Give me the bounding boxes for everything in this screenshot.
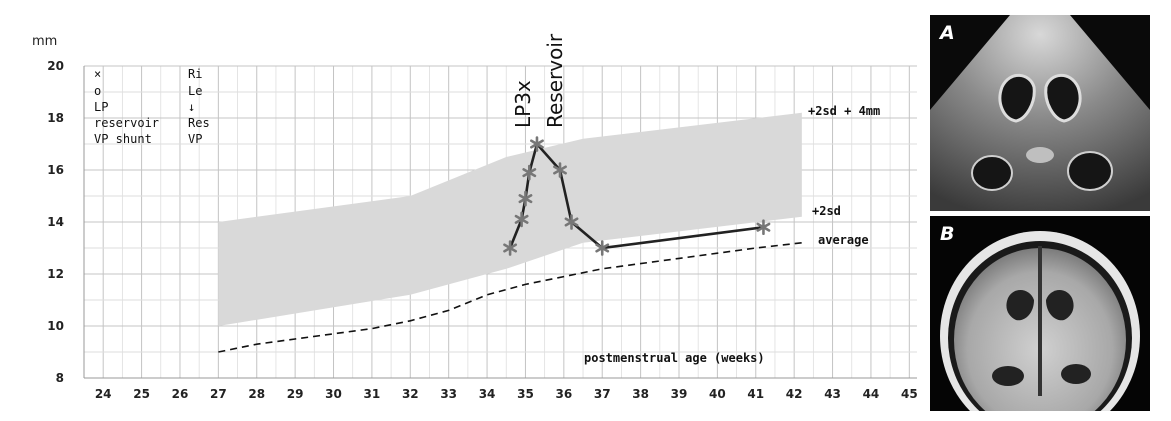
x-tick-label: 28	[248, 387, 265, 401]
y-tick-label: 8	[56, 371, 64, 385]
y-tick-label: 12	[47, 267, 64, 281]
band-label-2sd: +2sd	[812, 204, 841, 218]
legend-col2-item: Le	[188, 84, 202, 98]
x-tick-labels: 24 25 26 27 28 29 30 31 32 33 34 35 36 37 38 39 40 41 42 43…	[95, 387, 918, 401]
panel-b-label: B	[940, 223, 954, 245]
average-line	[218, 242, 802, 353]
x-tick-label: 34	[479, 387, 496, 401]
ultrasound-image: A	[930, 15, 1150, 211]
x-tick-label: 43	[824, 387, 841, 401]
y-tick-label: 10	[47, 319, 64, 333]
measurement-point	[518, 190, 533, 207]
panel-a-label: A	[938, 22, 955, 44]
x-tick-label: 36	[555, 387, 572, 401]
y-tick-label: 14	[47, 215, 64, 229]
mri-image: B	[930, 216, 1150, 411]
x-tick-label: 30	[325, 387, 342, 401]
legend-col1-item: LP	[94, 100, 108, 114]
axis-frame	[83, 66, 917, 379]
x-tick-label: 40	[709, 387, 726, 401]
x-tick-label: 26	[172, 387, 189, 401]
legend-col2-item: ↓	[188, 100, 195, 114]
x-tick-label: 37	[594, 387, 611, 401]
x-tick-label: 31	[364, 387, 381, 401]
ultrasound-scan-picture: A	[930, 15, 1150, 211]
legend-symbols: × o LP reservoir VP shunt Ri Le ↓ Res VP	[94, 67, 210, 146]
x-tick-label: 25	[133, 387, 150, 401]
reference-band	[218, 112, 802, 326]
x-tick-label: 27	[210, 387, 227, 401]
measurement-point	[522, 164, 537, 181]
legend-col2-item: Res	[188, 116, 210, 130]
ventricular-index-chart: 8 10 12 14 16 18 20 24 25 26 27 28 29 30 31 32 33 34 35 36…	[32, 33, 918, 401]
x-axis-label: postmenstrual age (weeks)	[584, 351, 765, 365]
x-tick-label: 39	[671, 387, 688, 401]
legend-col1-item: o	[94, 84, 101, 98]
x-tick-label: 38	[632, 387, 649, 401]
x-tick-label: 33	[440, 387, 457, 401]
y-axis-label: mm	[32, 34, 57, 49]
x-tick-label: 32	[402, 387, 419, 401]
measurement-point	[595, 240, 610, 256]
measurement-point	[530, 136, 544, 152]
x-tick-label: 41	[747, 387, 764, 401]
measurement-point	[503, 240, 518, 256]
measurement-point	[564, 214, 579, 230]
legend-col2-item: Ri	[188, 67, 202, 81]
band-label-upper: +2sd + 4mm	[808, 104, 880, 118]
annotation-lp3x: LP3x	[511, 80, 535, 128]
measurement-point	[514, 211, 529, 228]
x-tick-label: 35	[517, 387, 534, 401]
x-tick-label: 45	[901, 387, 918, 401]
y-tick-label: 18	[47, 111, 64, 125]
mri-scan-picture: B	[930, 216, 1150, 411]
x-tick-label: 29	[287, 387, 304, 401]
measurement-markers	[503, 136, 771, 256]
legend-col1-item: VP shunt	[94, 132, 152, 146]
x-tick-label: 44	[863, 387, 880, 401]
legend-col1-item: reservoir	[94, 116, 159, 130]
average-label: average	[818, 233, 869, 247]
y-tick-labels: 8 10 12 14 16 18 20	[47, 59, 64, 385]
y-tick-label: 16	[47, 163, 64, 177]
x-tick-label: 24	[95, 387, 112, 401]
measurement-point	[756, 219, 771, 235]
legend-col1-item: ×	[94, 67, 101, 81]
y-tick-label: 20	[47, 59, 64, 73]
legend-col2-item: VP	[188, 132, 202, 146]
measurement-point	[553, 162, 567, 178]
annotation-reservoir: Reservoir	[543, 33, 567, 128]
x-tick-label: 42	[786, 387, 803, 401]
